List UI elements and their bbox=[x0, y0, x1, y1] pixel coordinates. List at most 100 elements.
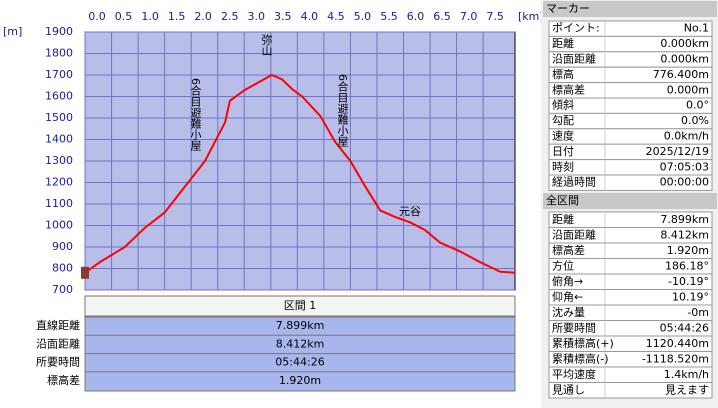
x-tick-label: 0.0 bbox=[88, 10, 106, 23]
panel-value: -1118.520m bbox=[642, 352, 709, 365]
panel-row bbox=[548, 382, 713, 399]
panel-label: 時刻 bbox=[552, 159, 574, 173]
x-tick-label: 6.0 bbox=[407, 10, 425, 23]
panel-value: 05:44:26 bbox=[660, 321, 709, 334]
panel-row bbox=[548, 174, 713, 191]
section-label: 直線距離 bbox=[36, 318, 80, 332]
marker-title: マーカー bbox=[546, 2, 590, 15]
y-tick-label: 1800 bbox=[45, 47, 73, 60]
x-unit: [km] bbox=[518, 10, 544, 23]
panel-value: 0.000m bbox=[667, 83, 709, 96]
y-tick-label: 1200 bbox=[45, 176, 73, 189]
panel-value: 0.000km bbox=[660, 53, 709, 66]
annotation: 弥山 bbox=[260, 33, 273, 56]
panel-value: 0.0km/h bbox=[664, 130, 709, 143]
section-label: 標高差 bbox=[47, 373, 80, 387]
y-tick-label: 800 bbox=[52, 262, 73, 275]
total-title: 全区間 bbox=[546, 193, 579, 207]
panel-value: 0.0° bbox=[686, 99, 709, 112]
x-tick-label: 5.5 bbox=[380, 10, 398, 23]
panel-value: 1.920m bbox=[667, 244, 709, 257]
x-tick-label: 2.0 bbox=[194, 10, 212, 23]
x-tick-label: 6.5 bbox=[433, 10, 451, 23]
panel-label: 傾斜 bbox=[552, 98, 574, 112]
panel-value: 0.000km bbox=[660, 37, 709, 50]
y-tick-label: 1900 bbox=[45, 25, 73, 38]
panel-value: -10.19° bbox=[668, 275, 709, 288]
panel-label: 沿面距離 bbox=[552, 227, 596, 241]
section-value: 8.412km bbox=[276, 337, 325, 350]
x-tick-label: 7.0 bbox=[460, 10, 478, 23]
panel-label: 距離 bbox=[552, 36, 574, 50]
section-header: 区間 1 bbox=[284, 299, 317, 312]
panel-label: 累積標高(-) bbox=[552, 351, 609, 365]
panel-value: 00:00:00 bbox=[660, 176, 709, 189]
annotation: 6合目避難小屋 bbox=[336, 74, 349, 148]
panel-label: 仰角← bbox=[552, 289, 583, 303]
panel-value: 8.412km bbox=[660, 228, 709, 241]
panel-label: 累積標高(+) bbox=[552, 336, 614, 350]
panel-value: 10.19° bbox=[672, 290, 709, 303]
marker-title-bar bbox=[543, 1, 717, 17]
panel-value: 0.0% bbox=[681, 114, 709, 127]
panel-value: 186.18° bbox=[665, 259, 709, 272]
x-tick-label: 1.5 bbox=[168, 10, 186, 23]
section-header-cell bbox=[84, 295, 516, 317]
panel-label: 速度 bbox=[552, 129, 574, 143]
section-label: 沿面距離 bbox=[36, 336, 80, 350]
total-title-bar bbox=[543, 193, 717, 209]
panel-label: 所要時間 bbox=[552, 321, 596, 334]
x-tick-label: 4.0 bbox=[301, 10, 319, 23]
profile-line bbox=[84, 73, 516, 274]
panel-label: 俯角→ bbox=[552, 274, 583, 288]
panel-value: 1120.440m bbox=[646, 337, 709, 350]
panel-label: 見通し bbox=[552, 383, 585, 396]
y-tick-label: 900 bbox=[52, 240, 73, 253]
panel-value: 776.400m bbox=[653, 68, 709, 81]
panel-value: No.1 bbox=[684, 22, 709, 35]
y-unit: [m] bbox=[3, 25, 22, 38]
x-tick-label: 7.5 bbox=[486, 10, 504, 23]
panel-value: 1.4km/h bbox=[664, 368, 709, 381]
start-marker bbox=[81, 266, 89, 279]
x-tick-label: 2.5 bbox=[221, 10, 239, 23]
section-value: 05:44:26 bbox=[275, 356, 324, 369]
y-tick-label: 1600 bbox=[45, 90, 73, 103]
panel-label: 勾配 bbox=[552, 114, 574, 127]
annotation: 元谷 bbox=[399, 205, 421, 218]
panel-label: 標高 bbox=[552, 67, 574, 81]
section-value: 1.920m bbox=[279, 374, 321, 387]
panel-label: 沿面距離 bbox=[552, 52, 596, 66]
x-tick-label: 4.5 bbox=[327, 10, 345, 23]
y-tick-label: 1000 bbox=[45, 219, 73, 232]
annotation: 6合目避難小屋 bbox=[189, 78, 202, 152]
section-value: 7.899km bbox=[276, 319, 325, 332]
panel-label: 方位 bbox=[552, 258, 574, 272]
panel-label: 日付 bbox=[552, 145, 574, 158]
panel-label: 沈み量 bbox=[552, 305, 585, 319]
y-tick-label: 1400 bbox=[45, 133, 73, 146]
y-tick-label: 700 bbox=[52, 283, 73, 296]
panel-label: 距離 bbox=[552, 212, 574, 226]
panel-label: 平均速度 bbox=[552, 367, 596, 381]
panel-label: 経過時間 bbox=[552, 176, 596, 189]
x-tick-label: 0.5 bbox=[115, 10, 133, 23]
x-tick-label: 5.0 bbox=[354, 10, 372, 23]
y-tick-label: 1300 bbox=[45, 154, 73, 167]
panel-label: 標高差 bbox=[552, 243, 585, 257]
x-tick-label: 3.0 bbox=[248, 10, 266, 23]
y-tick-label: 1500 bbox=[45, 111, 73, 124]
panel-value: -0m bbox=[687, 306, 709, 319]
panel-value: 7.899km bbox=[660, 213, 709, 226]
x-tick-label: 1.0 bbox=[141, 10, 159, 23]
section-label: 所要時間 bbox=[36, 356, 80, 369]
x-tick-label: 3.5 bbox=[274, 10, 292, 23]
y-tick-label: 1100 bbox=[45, 197, 73, 210]
panel-label: 標高差 bbox=[552, 82, 585, 96]
panel-value: 2025/12/19 bbox=[646, 145, 709, 158]
y-tick-label: 1700 bbox=[45, 68, 73, 81]
panel-value: 07:05:03 bbox=[660, 160, 709, 173]
panel-label: ポイント: bbox=[552, 22, 600, 35]
panel-value: 見えます bbox=[665, 383, 709, 396]
